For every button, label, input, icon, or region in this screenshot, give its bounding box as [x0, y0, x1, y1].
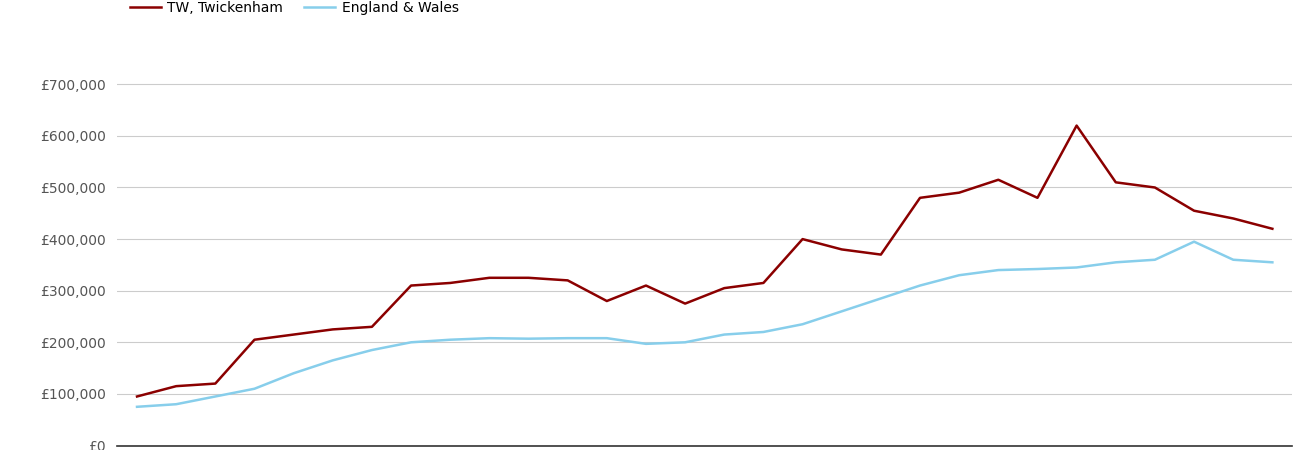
TW, Twickenham — [1147, 185, 1163, 190]
England & Wales — [364, 347, 380, 353]
Legend: TW, Twickenham, England & Wales: TW, Twickenham, England & Wales — [124, 0, 465, 21]
England & Wales — [247, 386, 262, 391]
England & Wales — [716, 332, 732, 337]
England & Wales — [990, 267, 1006, 273]
England & Wales — [1108, 260, 1124, 265]
England & Wales — [560, 335, 576, 341]
Line: England & Wales: England & Wales — [137, 242, 1272, 407]
TW, Twickenham — [442, 280, 458, 286]
TW, Twickenham — [364, 324, 380, 329]
England & Wales — [677, 340, 693, 345]
England & Wales — [1147, 257, 1163, 262]
England & Wales — [1265, 260, 1280, 265]
England & Wales — [599, 335, 615, 341]
England & Wales — [325, 358, 341, 363]
England & Wales — [207, 394, 223, 399]
TW, Twickenham — [1225, 216, 1241, 221]
TW, Twickenham — [207, 381, 223, 386]
TW, Twickenham — [716, 285, 732, 291]
TW, Twickenham — [834, 247, 850, 252]
TW, Twickenham — [599, 298, 615, 304]
England & Wales — [638, 341, 654, 346]
TW, Twickenham — [756, 280, 771, 286]
TW, Twickenham — [638, 283, 654, 288]
TW, Twickenham — [873, 252, 889, 257]
TW, Twickenham — [1069, 123, 1084, 128]
England & Wales — [403, 340, 419, 345]
TW, Twickenham — [403, 283, 419, 288]
England & Wales — [834, 309, 850, 314]
TW, Twickenham — [482, 275, 497, 280]
TW, Twickenham — [1186, 208, 1202, 213]
TW, Twickenham — [129, 394, 145, 399]
TW, Twickenham — [521, 275, 536, 280]
TW, Twickenham — [168, 383, 184, 389]
TW, Twickenham — [286, 332, 301, 337]
England & Wales — [795, 322, 810, 327]
Line: TW, Twickenham: TW, Twickenham — [137, 126, 1272, 396]
England & Wales — [129, 404, 145, 410]
TW, Twickenham — [951, 190, 967, 195]
England & Wales — [912, 283, 928, 288]
TW, Twickenham — [912, 195, 928, 201]
England & Wales — [873, 296, 889, 301]
England & Wales — [951, 273, 967, 278]
England & Wales — [1069, 265, 1084, 270]
England & Wales — [1030, 266, 1045, 272]
England & Wales — [756, 329, 771, 335]
TW, Twickenham — [990, 177, 1006, 182]
England & Wales — [286, 370, 301, 376]
TW, Twickenham — [677, 301, 693, 306]
England & Wales — [1186, 239, 1202, 244]
TW, Twickenham — [1030, 195, 1045, 201]
TW, Twickenham — [795, 236, 810, 242]
TW, Twickenham — [1265, 226, 1280, 231]
England & Wales — [168, 401, 184, 407]
England & Wales — [442, 337, 458, 342]
TW, Twickenham — [325, 327, 341, 332]
TW, Twickenham — [1108, 180, 1124, 185]
England & Wales — [482, 335, 497, 341]
England & Wales — [521, 336, 536, 342]
TW, Twickenham — [560, 278, 576, 283]
England & Wales — [1225, 257, 1241, 262]
TW, Twickenham — [247, 337, 262, 342]
